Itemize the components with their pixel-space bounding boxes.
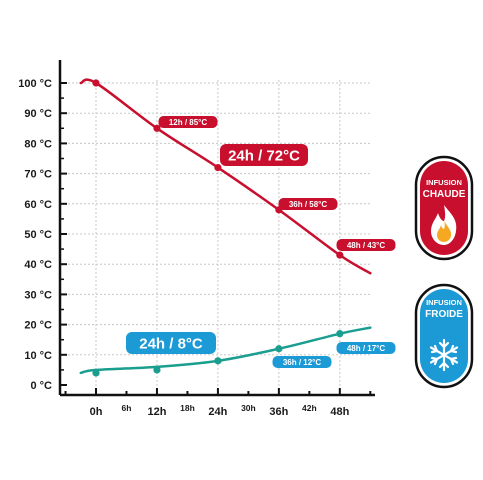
annotation-badge: 36h / 58°C [278, 198, 338, 210]
data-point-hot [153, 124, 161, 132]
series-markers [92, 79, 344, 377]
highlight-badge: 24h / 8°C [126, 332, 216, 354]
cold-badge-line1: INFUSION [426, 298, 462, 307]
y-tick-label: 90 °C [24, 108, 52, 120]
data-point-cold [92, 369, 100, 377]
x-minor-tick-label: 30h [241, 403, 256, 413]
y-tick-label: 50 °C [24, 229, 52, 241]
annotation-label: 48h / 17°C [347, 344, 386, 353]
x-tick-label: 0h [90, 406, 103, 418]
data-point-hot [336, 251, 344, 259]
y-tick-label: 100 °C [18, 78, 52, 90]
data-point-hot [214, 163, 222, 172]
hot-badge-line1: INFUSION [426, 178, 462, 187]
annotation-badge: 48h / 43°C [336, 239, 396, 251]
series-lines [79, 78, 372, 375]
x-tick-label: 48h [330, 406, 349, 418]
x-minor-tick-label: 42h [302, 403, 317, 413]
highlight-pill [220, 144, 308, 166]
highlight-label: 24h / 8°C [139, 336, 203, 353]
data-point-cold [275, 345, 283, 353]
y-tick-label: 20 °C [24, 320, 52, 332]
y-tick-label: 60 °C [24, 199, 52, 211]
highlight-pill [126, 332, 216, 354]
annotation-label: 12h / 85°C [169, 118, 208, 127]
annotation-label: 36h / 12°C [283, 358, 322, 367]
cold-badge-line2: FROIDE [425, 309, 463, 320]
y-tick-label: 30 °C [24, 289, 52, 301]
annotation-badge: 12h / 85°C [158, 116, 218, 128]
x-tick-label: 24h [208, 406, 227, 418]
data-point-cold [336, 330, 344, 338]
annotation-pill [336, 239, 396, 251]
annotation-badge: 36h / 12°C [272, 356, 332, 368]
y-tick-label: 70 °C [24, 169, 52, 181]
annotation-label: 48h / 43°C [347, 241, 386, 250]
hot-infusion-badge: INFUSION CHAUDE [414, 155, 474, 261]
point-annotations: 12h / 85°C 36h / 58°C 48h / 43°C 36h / 12°C… [158, 116, 396, 368]
chart-axes [58, 60, 375, 397]
y-tick-label: 10 °C [24, 350, 52, 362]
x-tick-label: 36h [269, 406, 288, 418]
chart-grid [60, 80, 370, 395]
series-line-hot [79, 78, 372, 275]
annotation-badge: 48h / 17°C [336, 342, 396, 354]
data-point-cold [153, 366, 161, 374]
x-minor-tick-label: 18h [180, 403, 195, 413]
highlight-label: 24h / 72°C [228, 148, 300, 165]
snowflake-icon [429, 338, 459, 372]
annotation-pill [336, 342, 396, 354]
y-tick-label: 40 °C [24, 259, 52, 271]
cold-infusion-badge: INFUSION FROIDE [414, 283, 474, 389]
data-point-cold [214, 357, 222, 365]
y-tick-labels: 0 °C 10 °C 20 °C 30 °C 40 °C 50 °C 60 °C 70 °C 8… [18, 78, 52, 392]
x-tick-labels: 0h 12h 24h 36h 48h 6h 18h 30h 42h [90, 403, 350, 418]
highlight-labels: 24h / 72°C 24h / 8°C [126, 144, 308, 354]
y-tick-label: 0 °C [30, 380, 52, 392]
annotation-pill [272, 356, 332, 368]
annotation-label: 36h / 58°C [289, 200, 328, 209]
x-minor-tick-label: 6h [122, 403, 132, 413]
data-point-hot [92, 79, 100, 87]
y-tick-label: 80 °C [24, 138, 52, 150]
flame-icon [431, 205, 457, 245]
annotation-pill [278, 198, 338, 210]
highlight-badge: 24h / 72°C [220, 144, 308, 166]
annotation-pill [158, 116, 218, 128]
hot-badge-line2: CHAUDE [423, 189, 466, 200]
x-tick-label: 12h [147, 406, 166, 418]
